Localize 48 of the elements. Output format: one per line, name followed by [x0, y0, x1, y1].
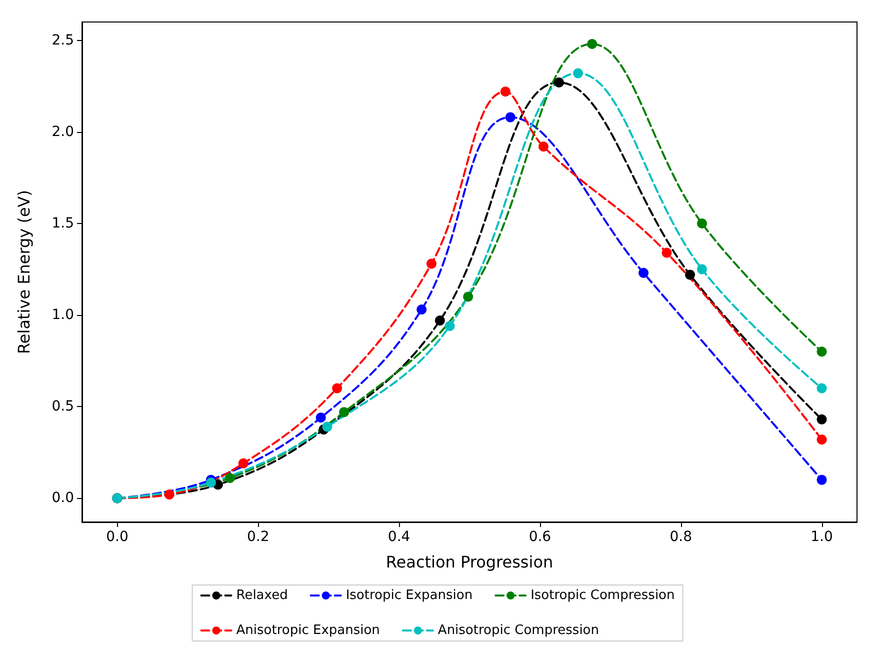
point	[416, 304, 427, 315]
point	[554, 77, 564, 88]
legend-label: Isotropic Compression	[530, 588, 675, 603]
point	[434, 316, 445, 326]
point	[816, 346, 827, 357]
y-axis-title: Relative Energy (eV)	[14, 190, 34, 354]
point	[685, 270, 696, 280]
point	[238, 458, 248, 468]
point	[697, 218, 707, 228]
point	[463, 292, 474, 302]
x-tick-label: 0.8	[670, 529, 692, 545]
point	[339, 407, 350, 418]
point	[444, 321, 455, 332]
point	[322, 422, 332, 432]
point	[816, 414, 827, 424]
y-tick-label: 1.5	[52, 215, 74, 232]
legend-label: Relaxed	[236, 588, 288, 603]
point	[638, 268, 649, 278]
legend-label: Isotropic Expansion	[346, 588, 473, 603]
point	[505, 112, 516, 122]
point	[206, 478, 216, 488]
y-tick-label: 1.0	[52, 307, 74, 324]
point	[224, 473, 235, 484]
legend-label: Anisotropic Compression	[438, 623, 599, 638]
y-tick-label: 2.0	[52, 124, 74, 140]
point	[697, 264, 707, 274]
point	[573, 68, 583, 78]
point	[587, 38, 598, 49]
point	[426, 258, 436, 269]
y-tick-label: 2.5	[52, 32, 74, 48]
x-tick-label: 0.6	[528, 529, 552, 545]
point	[316, 412, 326, 423]
point	[816, 383, 827, 394]
x-axis-title: Reaction Progression	[386, 552, 554, 572]
x-tick-label: 0.0	[106, 529, 128, 545]
point	[538, 142, 548, 152]
point	[662, 248, 672, 258]
y-tick-label: 0.5	[52, 398, 74, 415]
legend-label: Anisotropic Expansion	[236, 623, 380, 638]
x-tick-label: 0.2	[247, 529, 270, 545]
y-tick-label: 0.0	[52, 490, 74, 506]
point	[816, 474, 827, 485]
x-tick-label: 0.4	[388, 529, 410, 545]
point	[500, 86, 510, 97]
point	[816, 434, 827, 445]
point	[332, 383, 342, 394]
point	[164, 490, 174, 500]
x-tick-label: 1.0	[810, 529, 833, 545]
